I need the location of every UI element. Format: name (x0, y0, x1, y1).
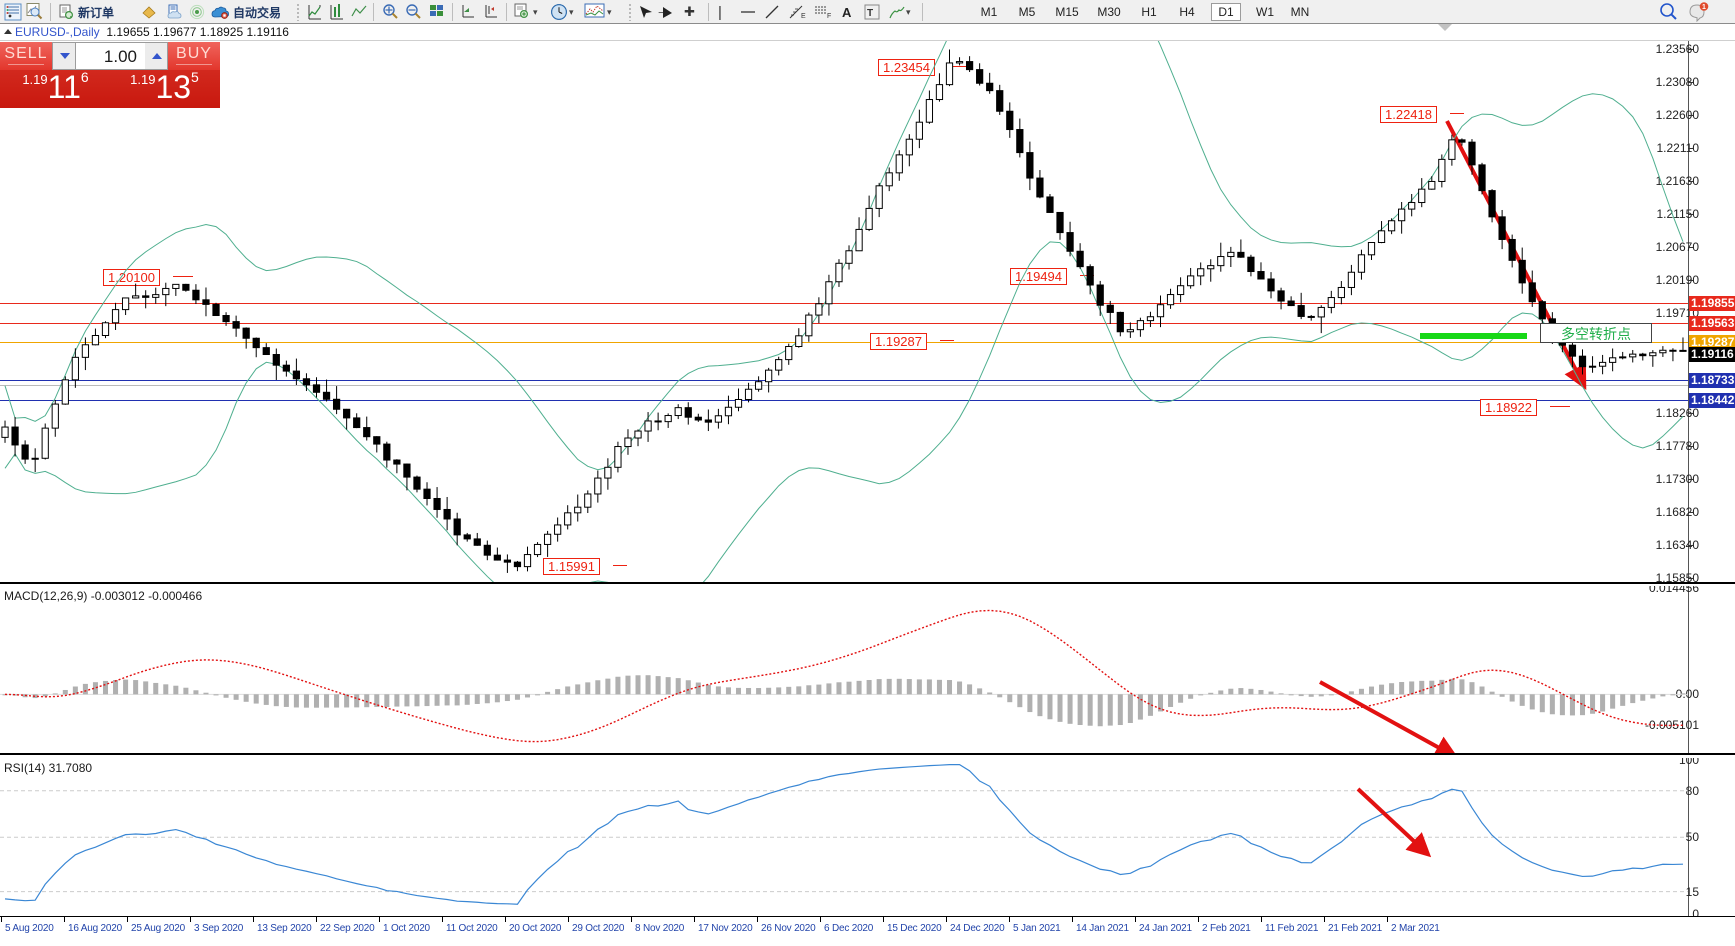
svg-text:1: 1 (1702, 4, 1706, 11)
svg-text:T: T (867, 8, 873, 19)
svg-text:E: E (801, 13, 806, 20)
svg-text:F: F (827, 13, 831, 20)
